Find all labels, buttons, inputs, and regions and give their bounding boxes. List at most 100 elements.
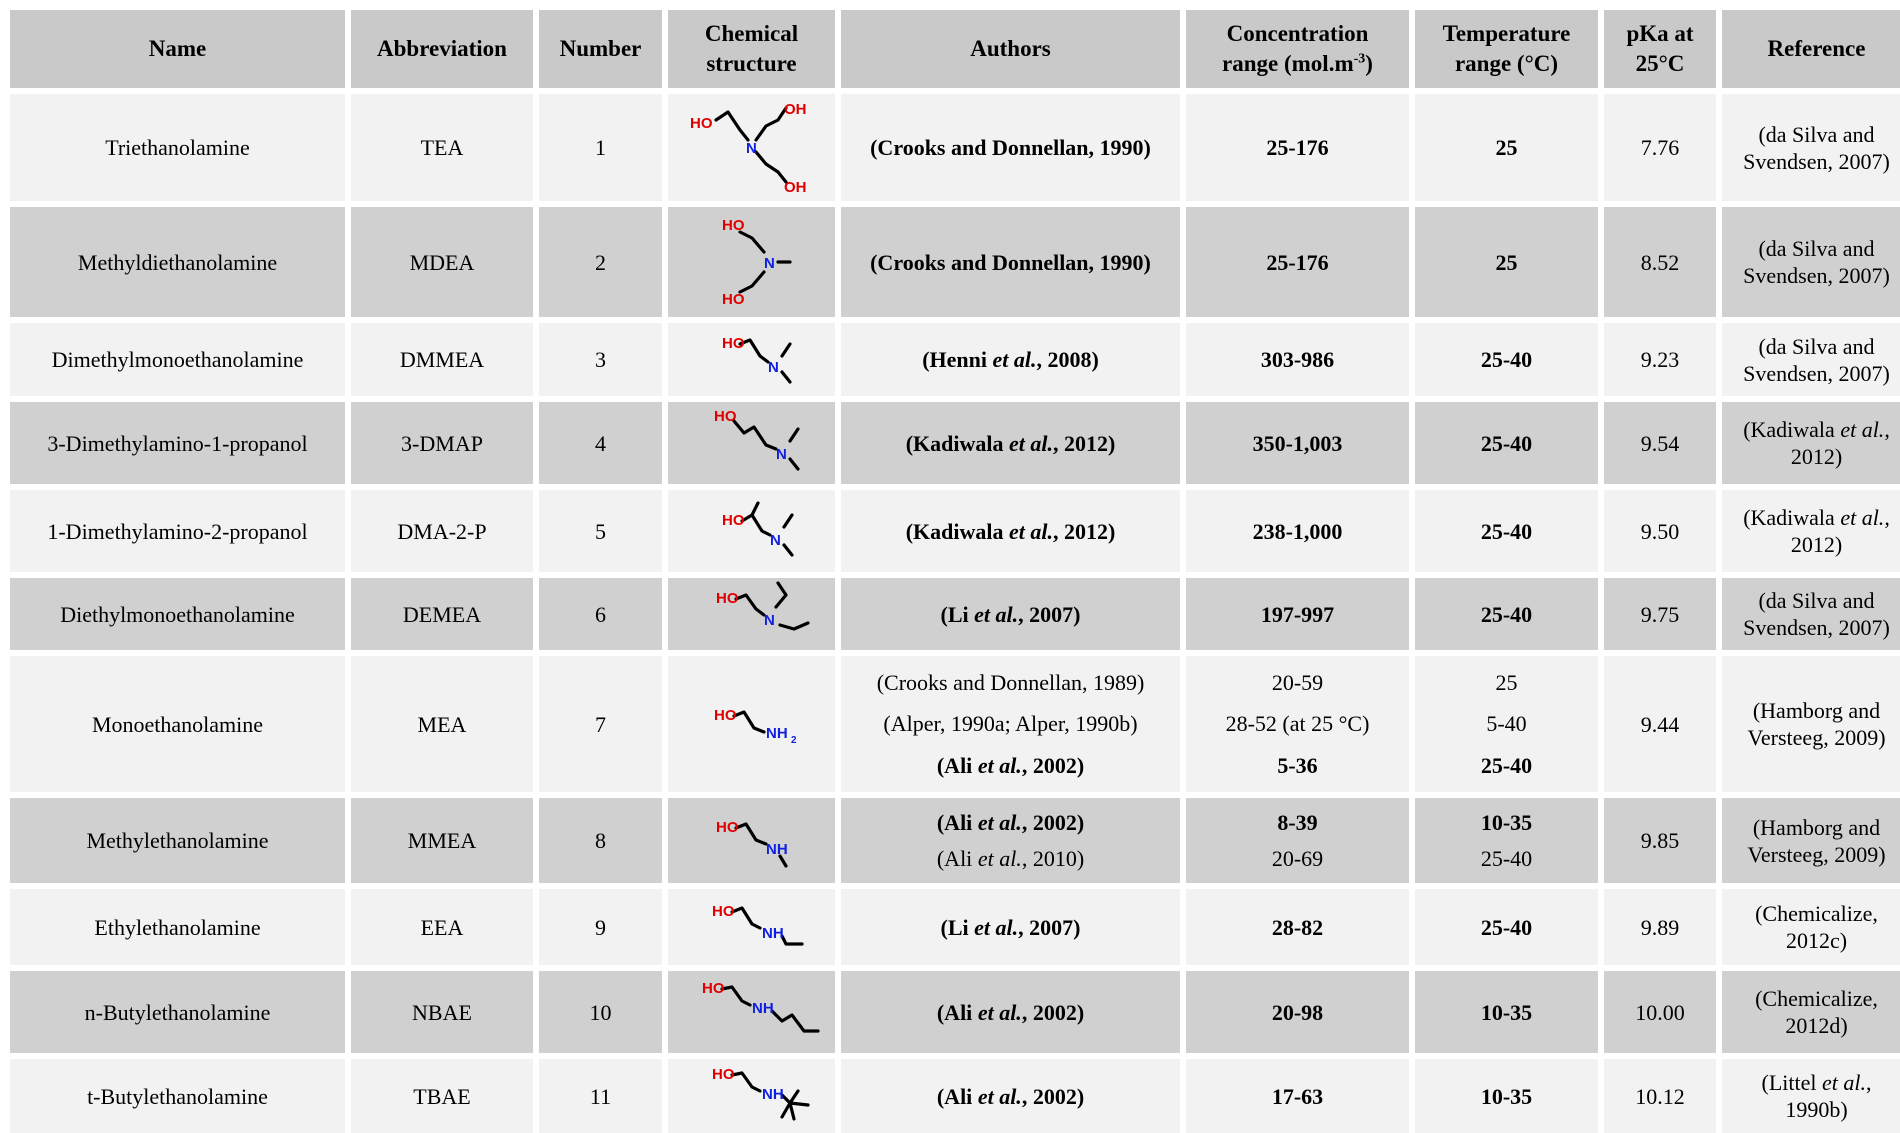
row-7-authors: (Crooks and Donnellan, 1989) (Alper, 199… (841, 656, 1180, 792)
header-chemical-structure: Chemical structure (668, 10, 835, 88)
row-10-name: n-Butylethanolamine (10, 971, 345, 1053)
row-2-temperature: 25 (1415, 207, 1598, 317)
row-1-reference: (da Silva and Svendsen, 2007) (1722, 94, 1900, 201)
row-9-structure: HO NH (668, 889, 835, 965)
header-concentration: Concentration range (mol.m-3) (1186, 10, 1409, 88)
row-3-name: Dimethylmonoethanolamine (10, 323, 345, 396)
row-7-number: 7 (539, 656, 662, 792)
row-1-name: Triethanolamine (10, 94, 345, 201)
row-5-temperature: 25-40 (1415, 490, 1598, 572)
row-4-reference: (Kadiwala et al., 2012) (1722, 402, 1900, 484)
row-9-pka: 9.89 (1604, 889, 1716, 965)
demea-structure-icon: HO N (716, 581, 810, 631)
row-2-authors: (Crooks and Donnellan, 1990) (841, 207, 1180, 317)
row-7-name: Monoethanolamine (10, 656, 345, 792)
header-authors: Authors (841, 10, 1180, 88)
row-11-structure: HO NH (668, 1059, 835, 1133)
row-10-abbreviation: NBAE (351, 971, 533, 1053)
row-4-structure: HO N (668, 402, 835, 484)
row-10-authors: (Ali et al., 2002) (841, 971, 1180, 1053)
row-9-concentration: 28-82 (1186, 889, 1409, 965)
row-5-abbreviation: DMA-2-P (351, 490, 533, 572)
row-8-structure: HO NH (668, 798, 835, 883)
svg-text:HO: HO (714, 408, 737, 425)
row-9-reference: (Chemicalize, 2012c) (1722, 889, 1900, 965)
row-11-abbreviation: TBAE (351, 1059, 533, 1133)
row-7-abbreviation: MEA (351, 656, 533, 792)
row-9-authors: (Li et al., 2007) (841, 889, 1180, 965)
row-8-pka: 9.85 (1604, 798, 1716, 883)
row-11-concentration: 17-63 (1186, 1059, 1409, 1133)
row-11-temperature: 10-35 (1415, 1059, 1598, 1133)
row-6-concentration: 197-997 (1186, 578, 1409, 650)
svg-text:HO: HO (712, 1066, 735, 1083)
row-6-number: 6 (539, 578, 662, 650)
tea-structure-icon: HO N OH OH (690, 101, 807, 196)
svg-text:HO: HO (722, 335, 745, 352)
row-10-structure: HO NH (668, 971, 835, 1053)
row-8-author-2: (Ali et al., 2010) (936, 846, 1085, 872)
row-8-reference: (Hamborg and Versteeg, 2009) (1722, 798, 1900, 883)
row-7-concentration: 20-59 28-52 (at 25 °C) 5-36 (1186, 656, 1409, 792)
svg-text:OH: OH (784, 179, 807, 196)
row-4-authors: (Kadiwala et al., 2012) (841, 402, 1180, 484)
row-11-name: t-Butylethanolamine (10, 1059, 345, 1133)
svg-text:HO: HO (714, 707, 737, 724)
svg-text:HO: HO (716, 590, 739, 607)
row-3-reference: (da Silva and Svendsen, 2007) (1722, 323, 1900, 396)
row-10-reference: (Chemicalize, 2012d) (1722, 971, 1900, 1053)
tbae-structure-icon: HO NH (712, 1066, 810, 1121)
svg-text:N: N (776, 446, 787, 463)
row-7-author-3: (Ali et al., 2002) (936, 752, 1085, 778)
row-2-abbreviation: MDEA (351, 207, 533, 317)
row-8-authors: (Ali et al., 2002) (Ali et al., 2010) (841, 798, 1180, 883)
row-5-number: 5 (539, 490, 662, 572)
row-5-concentration: 238-1,000 (1186, 490, 1409, 572)
row-7-author-1: (Crooks and Donnellan, 1989) (876, 670, 1145, 696)
row-11-pka: 10.12 (1604, 1059, 1716, 1133)
row-5-structure: HO N (668, 490, 835, 572)
row-9-number: 9 (539, 889, 662, 965)
row-10-concentration: 20-98 (1186, 971, 1409, 1053)
row-2-reference: (da Silva and Svendsen, 2007) (1722, 207, 1900, 317)
header-reference: Reference (1722, 10, 1900, 88)
svg-text:HO: HO (690, 115, 713, 132)
header-abbreviation: Abbreviation (351, 10, 533, 88)
svg-text:2: 2 (791, 735, 797, 746)
row-7-author-2: (Alper, 1990a; Alper, 1990b) (883, 711, 1138, 737)
row-4-concentration: 350-1,003 (1186, 402, 1409, 484)
row-5-name: 1-Dimethylamino-2-propanol (10, 490, 345, 572)
svg-text:NH: NH (766, 841, 788, 858)
svg-text:N: N (768, 359, 779, 376)
mdea-structure-icon: HO N HO (722, 217, 792, 308)
row-2-name: Methyldiethanolamine (10, 207, 345, 317)
row-3-number: 3 (539, 323, 662, 396)
dmmea-structure-icon: HO N (722, 335, 792, 384)
svg-text:NH: NH (752, 1000, 774, 1017)
svg-text:HO: HO (722, 291, 745, 308)
row-4-abbreviation: 3-DMAP (351, 402, 533, 484)
row-8-name: Methylethanolamine (10, 798, 345, 883)
row-3-pka: 9.23 (1604, 323, 1716, 396)
amines-table: Name Abbreviation Number Chemical struct… (10, 10, 1900, 1133)
row-3-temperature: 25-40 (1415, 323, 1598, 396)
row-7-pka: 9.44 (1604, 656, 1716, 792)
row-2-pka: 8.52 (1604, 207, 1716, 317)
row-8-concentration: 8-39 20-69 (1186, 798, 1409, 883)
header-temperature: Temperature range (°C) (1415, 10, 1598, 88)
row-7-temperature: 25 5-40 25-40 (1415, 656, 1598, 792)
svg-text:HO: HO (722, 217, 745, 234)
row-3-abbreviation: DMMEA (351, 323, 533, 396)
row-3-concentration: 303-986 (1186, 323, 1409, 396)
row-8-number: 8 (539, 798, 662, 883)
row-1-number: 1 (539, 94, 662, 201)
row-3-authors: (Henni et al., 2008) (841, 323, 1180, 396)
svg-text:NH: NH (762, 925, 784, 942)
row-11-authors: (Ali et al., 2002) (841, 1059, 1180, 1133)
row-6-name: Diethylmonoethanolamine (10, 578, 345, 650)
header-number: Number (539, 10, 662, 88)
row-2-structure: HO N HO (668, 207, 835, 317)
row-2-concentration: 25-176 (1186, 207, 1409, 317)
row-1-pka: 7.76 (1604, 94, 1716, 201)
row-4-temperature: 25-40 (1415, 402, 1598, 484)
